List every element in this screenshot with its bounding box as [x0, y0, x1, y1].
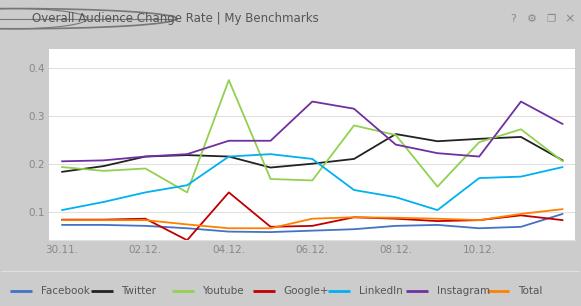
Text: LinkedIn: LinkedIn — [359, 285, 403, 296]
Text: Total: Total — [518, 285, 542, 296]
Text: Facebook: Facebook — [41, 285, 89, 296]
Text: ×: × — [564, 12, 575, 25]
Text: Overall Audience Change Rate | My Benchmarks: Overall Audience Change Rate | My Benchm… — [32, 12, 318, 25]
Text: Instagram: Instagram — [437, 285, 490, 296]
Text: ⚙: ⚙ — [527, 14, 537, 24]
Text: ❐: ❐ — [546, 14, 555, 24]
Text: Youtube: Youtube — [203, 285, 244, 296]
Text: Google+: Google+ — [284, 285, 329, 296]
Text: ?: ? — [510, 14, 517, 24]
Text: Twitter: Twitter — [121, 285, 156, 296]
